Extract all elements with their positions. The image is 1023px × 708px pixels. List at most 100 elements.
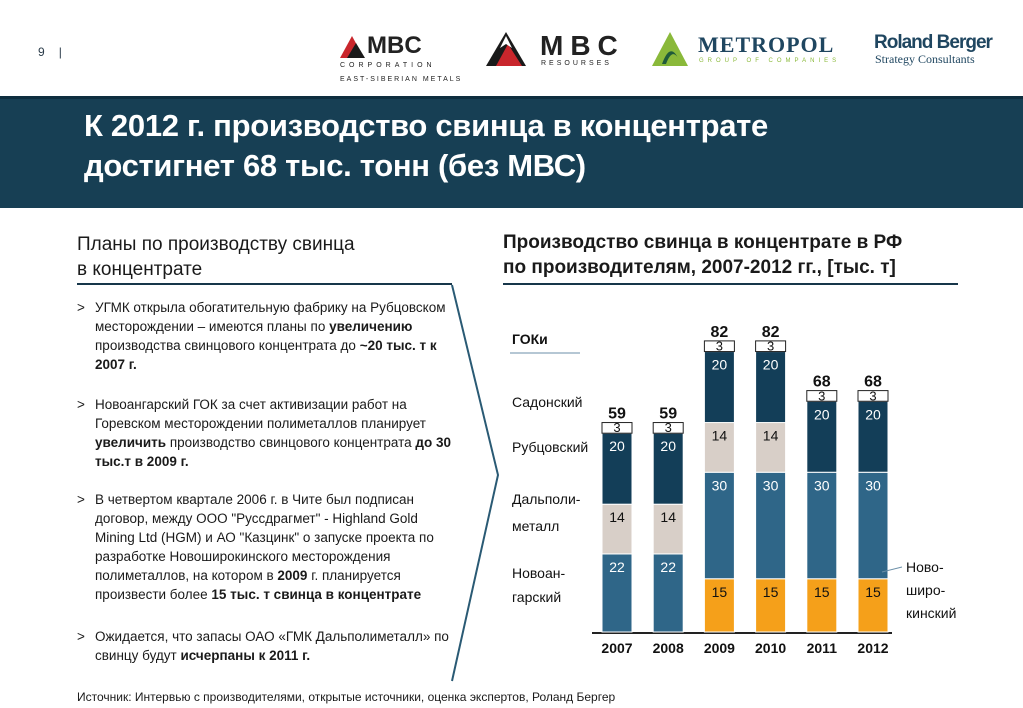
chart-heading-line-2: по производителям, 2007-2012 гг., [тыс. …: [503, 257, 896, 278]
title-bar: [0, 96, 1023, 208]
page-title: К 2012 г. производство свинца в концентр…: [84, 106, 984, 186]
x-tick-label: 2010: [755, 640, 786, 656]
bar-value-label: 30: [712, 477, 728, 493]
bullet-3: > В четвертом квартале 2006 г. в Чите бы…: [77, 490, 457, 604]
bullet-2-bold-b: до 30 тыс.т в 2009 г.: [95, 435, 451, 469]
bullet-1-text-b: производства свинцового концентрата до: [95, 338, 360, 353]
bar-segment: [755, 471, 787, 580]
bullet-1-text-a: УГМК открыла обогатительную фабрику на Р…: [95, 300, 446, 334]
bar-value-label: 15: [814, 584, 830, 600]
bar-value-label: 14: [763, 428, 779, 444]
series-row-label: широ-: [906, 582, 946, 598]
bar-value-label: 3: [716, 339, 723, 354]
bar-segment: [857, 400, 889, 473]
bar-segment: [703, 422, 735, 473]
bullet-2-text-a: Новоангарский ГОК за счет активизации ра…: [95, 397, 426, 431]
mbc-corporation-logo-mark: [340, 36, 365, 58]
bullet-4: > Ожидается, что запасы ОАО «ГМК Дальпол…: [77, 627, 457, 665]
metropol-logo-mark: [652, 32, 688, 66]
bar-value-label: 22: [609, 559, 625, 575]
page-title-line-1: К 2012 г. производство свинца в концентр…: [84, 108, 768, 143]
bar-value-label: 20: [865, 406, 881, 422]
x-tick-label: 2008: [653, 640, 684, 656]
page-title-line-2: достигнет 68 тыс. тонн (без МВС): [84, 148, 586, 183]
bar-segment: [601, 553, 633, 633]
mbc-corporation-name: MBC: [367, 32, 422, 59]
bullet-1: > УГМК открыла обогатительную фабрику на…: [77, 298, 457, 374]
bar-segment: [652, 553, 684, 633]
bar-value-label: 3: [818, 388, 825, 403]
bullet-4-mark: >: [77, 629, 85, 644]
left-heading-line-2: в концентрате: [77, 259, 203, 280]
x-tick-label: 2007: [601, 640, 632, 656]
bar-segment: [703, 471, 735, 580]
bullet-2-text-b: производство свинцового концентрата: [166, 435, 416, 450]
bar-segment: [652, 422, 684, 434]
bar-segment: [703, 351, 735, 424]
bar-value-label: 3: [665, 420, 672, 435]
stacked-bar-chart: 2214203592007221420359200815301420382200…: [510, 324, 956, 656]
series-row-label: Новоан-: [512, 565, 565, 581]
x-tick-label: 2011: [807, 640, 838, 656]
bar-value-label: 20: [763, 357, 779, 373]
bar-segment: [652, 432, 684, 505]
bullet-3-mark: >: [77, 492, 85, 507]
bullet-2: > Новоангарский ГОК за счет активизации …: [77, 395, 457, 471]
left-heading: Планы по производству свинца в концентра…: [77, 232, 355, 282]
bar-segment: [806, 471, 838, 580]
roland-berger-sub: Strategy Consultants: [875, 52, 975, 66]
mbc-resources-sub: RESOURSES: [541, 60, 612, 67]
series-row-label: гарский: [512, 589, 561, 605]
x-tick-label: 2009: [704, 640, 735, 656]
legend-header: ГОКи: [512, 331, 548, 347]
bar-segment: [755, 578, 787, 633]
bar-total-label: 68: [864, 374, 882, 391]
bullet-3-text-a: В четвертом квартале 2006 г. в Чите был …: [95, 492, 434, 583]
bar-value-label: 3: [869, 388, 876, 403]
roland-berger-name: Roland Berger: [874, 32, 993, 53]
bar-segment: [601, 432, 633, 505]
series-row-label: Садонский: [512, 394, 583, 410]
metropol-sub: GROUP OF COMPANIES: [699, 58, 841, 64]
chart-heading-rule: [503, 283, 958, 285]
page-number: 9 |: [38, 45, 62, 59]
chart-heading-line-1: Производство свинца в концентрате в РФ: [503, 232, 903, 253]
bullet-2-mark: >: [77, 397, 85, 412]
bar-value-label: 20: [660, 438, 676, 454]
bar-segment: [652, 503, 684, 555]
bar-segment: [857, 578, 889, 633]
bar-segment: [755, 340, 787, 353]
series-row-label: Ново-: [906, 559, 944, 575]
bullet-4-bold-a: исчерпаны к 2011 г.: [180, 648, 311, 663]
bar-value-label: 20: [814, 406, 830, 422]
bar-segment: [601, 422, 633, 434]
bullet-3-text-b: г. планируется произвести более: [95, 568, 401, 602]
bar-value-label: 22: [660, 559, 676, 575]
bar-value-label: 15: [763, 584, 779, 600]
bar-total-label: 82: [762, 324, 780, 341]
bar-total-label: 68: [813, 374, 831, 391]
bar-segment: [703, 340, 735, 353]
mbc-corporation-tag: EAST-SIBERIAN METALS: [340, 76, 463, 83]
bullet-1-mark: >: [77, 300, 85, 315]
bar-value-label: 14: [609, 509, 625, 525]
bar-value-label: 3: [767, 339, 774, 354]
bar-value-label: 15: [712, 584, 728, 600]
bar-value-label: 20: [712, 357, 728, 373]
bar-value-label: 30: [763, 477, 779, 493]
bar-segment: [601, 503, 633, 555]
series-row-label: металл: [512, 518, 559, 534]
bar-segment: [857, 390, 889, 402]
bullet-3-bold-a: 2009: [277, 568, 308, 583]
bar-segment: [755, 422, 787, 473]
chevron-divider: [451, 284, 500, 682]
mbc-resources-name: MBC: [540, 30, 625, 61]
left-heading-rule: [77, 283, 452, 285]
bullet-2-bold-a: увеличить: [95, 435, 167, 450]
bar-total-label: 59: [659, 406, 677, 423]
bullet-1-bold-b: ~20 тыс. т к 2007 г.: [95, 338, 437, 372]
bullet-1-bold-a: увеличению: [329, 319, 413, 334]
left-heading-line-1: Планы по производству свинца: [77, 234, 355, 255]
chart-heading: Производство свинца в концентрате в РФ п…: [503, 230, 902, 280]
metropol-name: METROPOL: [698, 32, 835, 57]
